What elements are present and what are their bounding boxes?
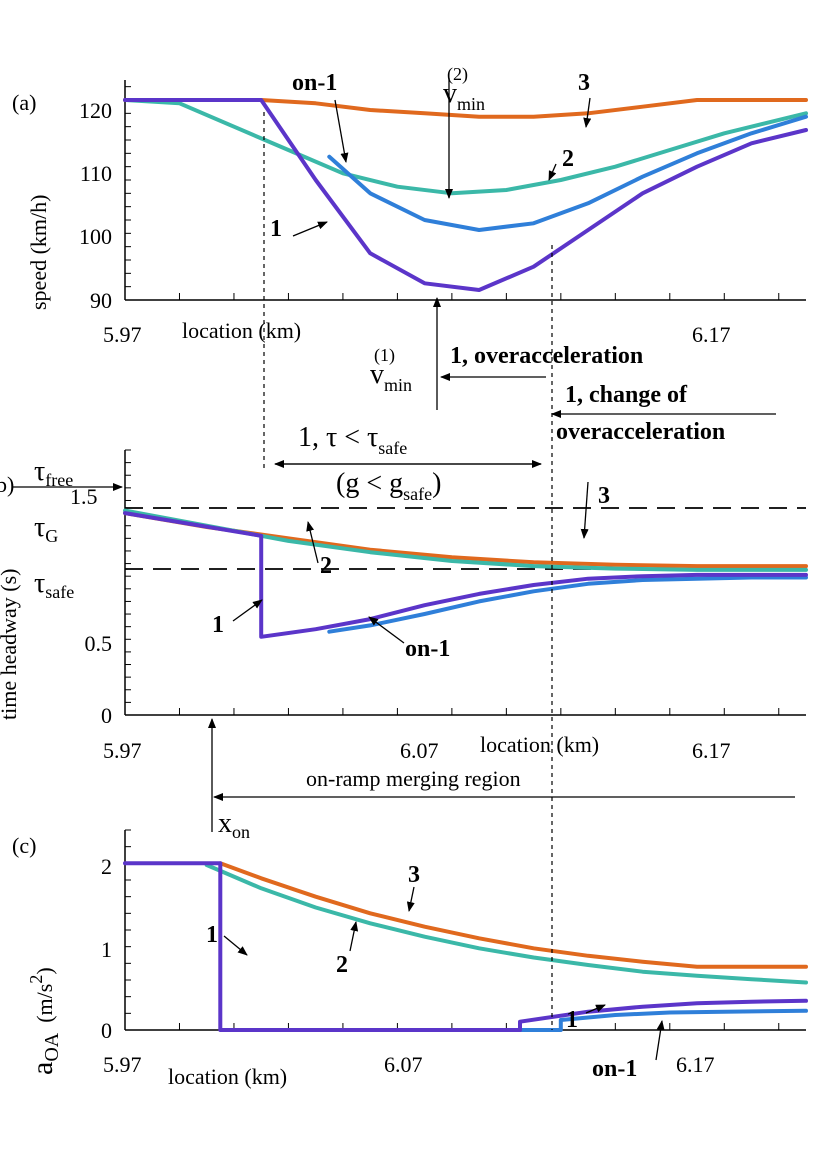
series-1-headway: [123, 511, 808, 639]
y-tick-1-c: 1: [101, 937, 112, 962]
series-2-headway: [123, 508, 808, 572]
arrow-1-c: [223, 935, 248, 956]
series-on1-headway: [327, 575, 808, 634]
change-of-label-1: 1, change of: [565, 382, 688, 408]
label-on1-c: on-1: [592, 1056, 637, 1082]
tau-safe-condition: 1, τ < τsafe: [298, 422, 407, 458]
arrow-3-a: [583, 97, 592, 128]
headway-axis-label: time headway (s): [0, 569, 21, 721]
overacceleration-label: 1, overacceleration: [450, 343, 643, 369]
panel-b: b) time headway (s) τfree 1.5 τG τsafe 0…: [0, 449, 808, 763]
x-on-label: xon: [218, 808, 250, 842]
change-of-label-2: overacceleration: [556, 419, 725, 445]
location-label-b: location (km): [480, 732, 599, 757]
series-1-accel: [123, 861, 808, 1032]
arrow-1-c2: [585, 1004, 606, 1014]
y-tick-120: 120: [79, 98, 112, 123]
arrow-on1-b: [368, 616, 405, 644]
arrow-2-c: [349, 921, 359, 952]
location-label-c: location (km): [168, 1064, 287, 1089]
y-tick-90: 90: [90, 288, 112, 313]
y-tick-2-c: 2: [101, 854, 112, 879]
vmin1-label: vmin(1): [370, 345, 412, 395]
speed-axis-label: speed (km/h): [26, 195, 51, 310]
y-tick-0: 0: [101, 703, 112, 728]
series-on1-accel: [286, 1008, 808, 1032]
y-tick-110: 110: [80, 161, 112, 186]
x-tick-6.17-b: 6.17: [692, 738, 731, 763]
arrow-on1-a: [334, 99, 349, 163]
on-ramp-annotations: on-ramp merging region xon: [208, 718, 795, 842]
y-tick-0.5: 0.5: [85, 631, 113, 656]
series-1-speed: [123, 98, 808, 292]
x-tick-5.97-c: 5.97: [103, 1052, 142, 1077]
label-on1-b: on-1: [405, 636, 450, 662]
label-2-a: 2: [562, 146, 574, 172]
series-3-accel: [218, 861, 808, 969]
panel-b-label: b): [0, 472, 14, 497]
x-tick-5.97-b: 5.97: [103, 738, 142, 763]
y-tick-1.5: 1.5: [70, 484, 98, 509]
series-on1-speed: [327, 114, 808, 232]
label-2-c: 2: [336, 952, 348, 978]
panel-a-label: (a): [12, 90, 36, 115]
y-tick-0-c: 0: [101, 1018, 112, 1043]
y-tick-100: 100: [79, 224, 112, 249]
label-3-a: 3: [578, 70, 590, 96]
on-ramp-region-label: on-ramp merging region: [306, 766, 521, 791]
label-1-c2: 1: [566, 1007, 578, 1033]
x-tick-6.17-c: 6.17: [676, 1052, 715, 1077]
panel-b-minor-ticks: [124, 449, 780, 716]
panel-a: (a) speed (km/h) 90 100 110 120 5.97 6.1…: [12, 64, 808, 347]
x-tick-6.07-c: 6.07: [384, 1052, 423, 1077]
arrow-1-b: [232, 599, 263, 622]
arrow-2-b: [306, 521, 319, 564]
label-2-b: 2: [320, 553, 332, 579]
x-tick-6.07-b: 6.07: [400, 738, 439, 763]
middle-annotations: vmin(1) 1, overacceleration 1, change of…: [274, 297, 776, 504]
arrow-2-a: [548, 163, 557, 181]
label-1-b: 1: [212, 612, 224, 638]
label-1-c: 1: [206, 922, 218, 948]
tau-safe-label: τsafe: [34, 568, 74, 602]
label-3-c: 3: [408, 862, 420, 888]
tau-g-label: τG: [34, 512, 58, 546]
vmin2-label: vmin(2): [443, 64, 485, 114]
series-2-accel: [204, 863, 808, 985]
accel-axis-label: aOA(m/s2): [26, 967, 63, 1075]
g-safe-condition: (g < gsafe): [336, 468, 441, 504]
arrow-1-a: [292, 221, 328, 237]
label-3-b: 3: [598, 483, 610, 509]
label-1-a: 1: [270, 216, 282, 242]
x-tick-5.97: 5.97: [103, 322, 142, 347]
series-3-headway: [123, 511, 808, 569]
panel-c-label: (c): [12, 833, 36, 858]
tau-free-label: τfree: [34, 456, 73, 490]
label-on1-a: on-1: [292, 70, 337, 96]
x-tick-6.17: 6.17: [692, 322, 731, 347]
arrow-3-c: [406, 886, 415, 912]
panel-c: (c) aOA(m/s2) 0 1 2 5.97 6.07 6.17 locat…: [12, 829, 808, 1089]
arrow-3-b: [580, 481, 589, 539]
location-label-a: location (km): [182, 318, 301, 343]
arrow-on1-c: [655, 1020, 665, 1061]
panel-c-minor-ticks: [124, 829, 780, 1031]
